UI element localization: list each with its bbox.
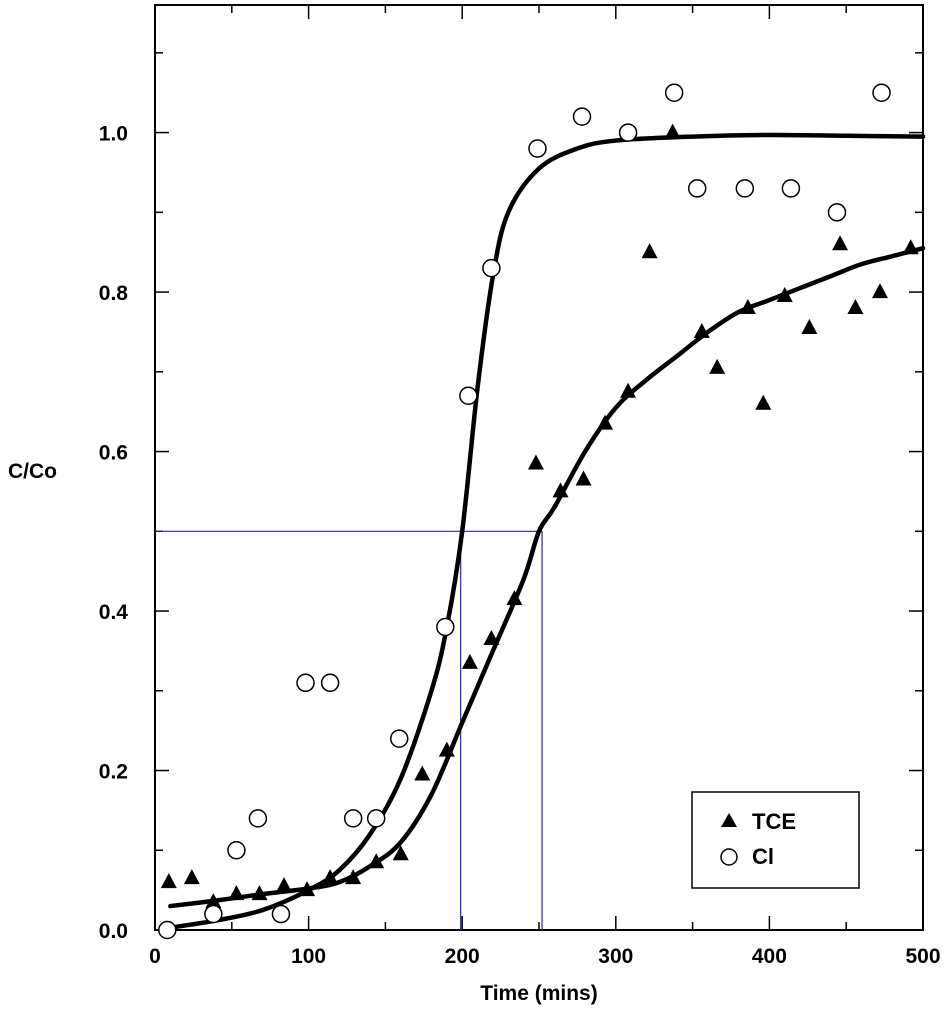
fit-curve-tce [168, 245, 926, 909]
data-point-tce [392, 845, 409, 861]
data-point-tce [414, 765, 431, 781]
data-point-tce [832, 235, 849, 251]
data-point-tce [620, 382, 637, 398]
data-point-cl [459, 386, 478, 405]
data-point-cl [687, 179, 707, 198]
y-tick-label: 0.0 [99, 920, 128, 943]
x-tick-label: 200 [445, 945, 480, 968]
y-axis-title: C/Co [8, 460, 57, 483]
data-point-cl [872, 83, 891, 102]
data-point-cl [528, 139, 547, 158]
data-point-cl [618, 123, 638, 142]
y-tick-label: 0.4 [99, 601, 129, 624]
data-point-cl [158, 920, 177, 940]
data-point-tce [641, 243, 658, 259]
data-point-tce [251, 885, 268, 901]
legend: TCE Cl [691, 791, 860, 889]
data-point-cl [366, 809, 386, 828]
data-point-tce [664, 123, 681, 139]
data-point-cl [248, 809, 268, 828]
data-point-tce [527, 454, 544, 470]
y-tick-label: 0.2 [99, 761, 128, 784]
data-point-tce [276, 877, 293, 893]
data-point-cl [296, 673, 315, 693]
data-point-tce [160, 873, 177, 889]
data-point-cl [482, 258, 501, 278]
reference-lines [155, 530, 543, 930]
data-point-tce [506, 590, 523, 606]
axis-ticks [154, 5, 924, 931]
x-tick-label: 100 [291, 945, 326, 968]
data-point-cl [572, 107, 592, 126]
data-point-cl [389, 729, 409, 748]
data-point-tce [322, 869, 339, 885]
y-tick-label: 0.8 [99, 282, 129, 305]
data-point-tce [483, 629, 500, 645]
legend-marker-tce [721, 813, 737, 827]
legend-box [691, 791, 860, 889]
y-tick-label: 0.6 [99, 442, 128, 465]
data-point-tce [801, 318, 818, 334]
y-tick-label: 1.0 [99, 123, 128, 146]
data-point-tce [693, 322, 710, 338]
data-point-cl [781, 179, 801, 198]
data-point-cl [735, 179, 755, 198]
data-point-tce [552, 482, 569, 498]
data-point-tce [847, 299, 864, 315]
data-point-cl [227, 841, 246, 860]
data-point-tce [755, 394, 772, 410]
legend-marker-cl [720, 848, 738, 866]
data-points [158, 83, 919, 940]
data-point-tce [438, 741, 455, 757]
data-point-cl [343, 809, 363, 828]
data-point-tce [228, 885, 245, 901]
x-axis-title: Time (mins) [480, 982, 597, 1005]
data-point-tce [575, 470, 592, 486]
data-point-tce [368, 853, 385, 869]
data-point-tce [299, 881, 316, 897]
data-point-cl [664, 83, 684, 102]
data-point-tce [739, 299, 756, 315]
data-point-tce [205, 893, 222, 909]
data-point-tce [871, 283, 888, 299]
data-point-cl [204, 904, 223, 924]
data-point-tce [345, 869, 362, 885]
data-point-tce [902, 239, 919, 255]
data-point-cl [271, 904, 291, 924]
legend-label-tce: TCE [752, 809, 796, 834]
legend-label-cl: Cl [752, 844, 774, 869]
data-point-tce [183, 869, 200, 885]
data-point-tce [597, 414, 614, 430]
x-tick-label: 0 [149, 945, 161, 968]
data-point-cl [436, 617, 455, 637]
data-point-tce [461, 653, 478, 669]
x-tick-label: 300 [598, 945, 633, 968]
data-point-tce [709, 358, 726, 374]
data-point-cl [827, 203, 847, 222]
x-tick-label: 400 [752, 945, 787, 968]
data-point-tce [776, 287, 793, 303]
x-tick-label: 500 [905, 945, 940, 968]
data-point-cl [320, 673, 340, 693]
axis-tick-labels: 0 100 200 300 400 500 0.0 0.2 0.4 0.6 0.8 1.0 [99, 123, 941, 968]
